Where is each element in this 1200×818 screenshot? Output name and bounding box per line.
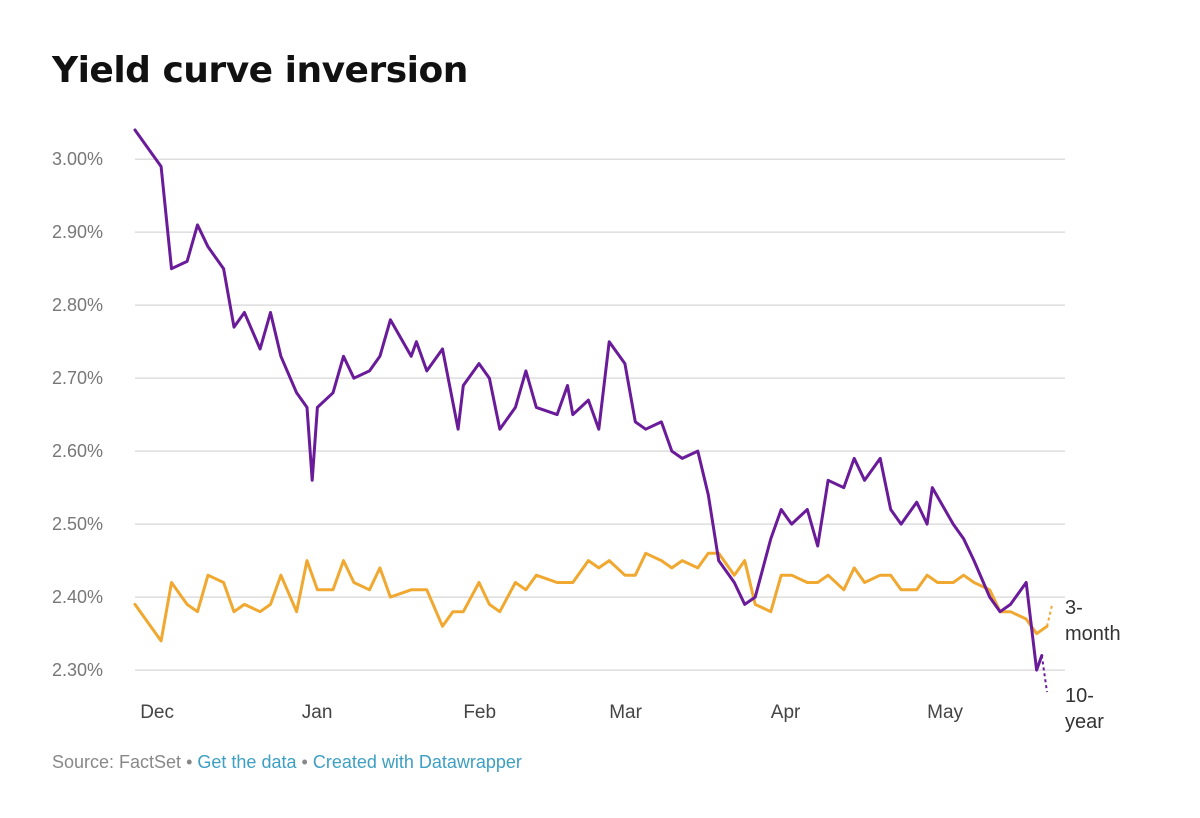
y-tick-label: 2.50%	[52, 514, 103, 534]
x-tick-label: Mar	[609, 702, 642, 723]
y-tick-label: 2.30%	[52, 660, 103, 680]
x-tick-label: Dec	[140, 702, 174, 723]
x-tick-label: May	[927, 702, 963, 723]
series-label-3-month: 3-month	[1065, 597, 1121, 645]
datawrapper-link[interactable]: Created with Datawrapper	[312, 752, 522, 772]
series-line-end-10-year	[1040, 655, 1048, 693]
y-tick-label: 2.80%	[52, 295, 103, 315]
x-tick-label: Apr	[771, 702, 801, 723]
series-label-10-year: 10-year	[1065, 685, 1104, 733]
series-lines	[133, 128, 1054, 693]
x-tick-label: Feb	[463, 702, 496, 723]
series-labels: 10-year 3-month	[1065, 597, 1121, 733]
y-tick-label: 2.60%	[52, 441, 103, 461]
get-the-data-link[interactable]: Get the data	[197, 752, 297, 772]
y-tick-label: 2.40%	[52, 587, 103, 607]
y-tick-label: 2.70%	[52, 368, 103, 388]
footer-separator: •	[301, 752, 308, 772]
series-line-3-month	[133, 551, 1049, 643]
y-tick-label: 3.00%	[52, 149, 103, 169]
footer: Source: FactSet • Get the data • Created…	[52, 752, 522, 773]
source-text: Source: FactSet	[52, 752, 182, 772]
y-axis-ticks: 2.30% 2.40% 2.50% 2.60% 2.70% 2.80% 2.90% 3.00%	[52, 149, 103, 680]
series-line-10-year	[133, 128, 1044, 672]
footer-separator: •	[186, 752, 193, 772]
series-line-end-3-month	[1046, 604, 1054, 627]
chart-title: Yield curve inversion	[52, 50, 468, 91]
x-tick-label: Jan	[302, 702, 333, 723]
y-tick-label: 2.90%	[52, 222, 103, 242]
x-axis-ticks: Dec Jan Feb Mar Apr May	[140, 702, 963, 723]
